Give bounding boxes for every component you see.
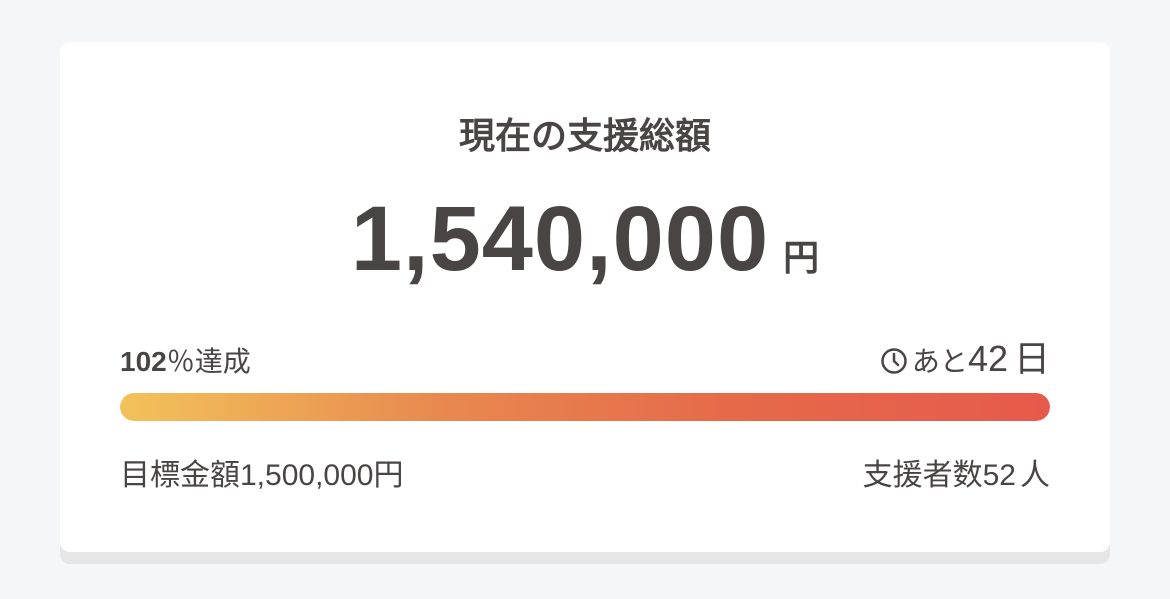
total-amount: 1,540,000 円: [60, 187, 1110, 292]
days-remaining: あと42 日: [880, 330, 1050, 382]
backer-count: 支援者数52 人: [862, 459, 1050, 492]
goal-amount: 目標金額1,500,000円: [120, 459, 404, 492]
clock-icon: [881, 348, 907, 374]
card-title: 現在の支援総額: [458, 116, 711, 157]
amount-value: 1,540,000: [350, 188, 770, 290]
amount-currency: 円: [783, 237, 820, 278]
progress-bar: [120, 393, 1050, 421]
progress-fill: [120, 393, 1050, 421]
funding-summary-card: 現在の支援総額 1,540,000 円 102％達成 あと42 日 目標金額1,50…: [60, 42, 1110, 552]
achievement-rate: 102％達成: [120, 345, 251, 378]
